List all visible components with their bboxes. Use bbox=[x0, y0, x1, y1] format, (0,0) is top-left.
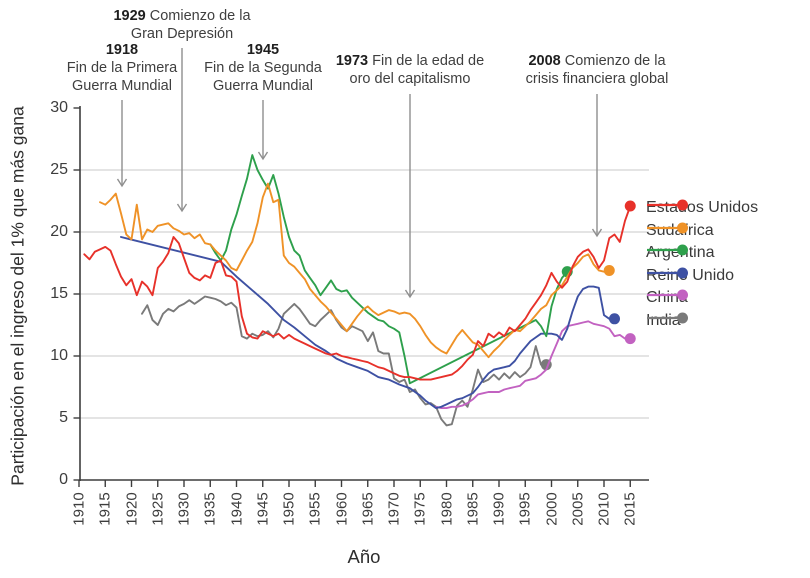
y-tick-label: 0 bbox=[59, 471, 68, 488]
legend-item-China: China bbox=[646, 288, 688, 308]
legend-item-Reino Unido: Reino Unido bbox=[646, 266, 734, 286]
x-tick-label: 1970 bbox=[385, 492, 403, 526]
x-tick-label: 1985 bbox=[464, 492, 482, 526]
legend-swatch-icon bbox=[647, 199, 688, 211]
annotation-1929: 1929 Comienzo de la Gran Depresión bbox=[113, 8, 251, 42]
x-tick-label: 1910 bbox=[70, 492, 88, 526]
series-end-dot-Estados Unidos bbox=[624, 200, 636, 212]
series-line-India bbox=[141, 295, 548, 427]
annotation-1945: 1945 Fin de la Segunda Guerra Mundial bbox=[204, 42, 322, 94]
legend-label: Reino Unido bbox=[646, 266, 735, 284]
legend-item-Argentina: Argentina bbox=[646, 243, 715, 263]
x-axis-title: Año bbox=[347, 546, 381, 567]
annotation-year: 1973 bbox=[335, 53, 369, 69]
legend-swatch-icon bbox=[647, 267, 688, 278]
annotation-year: 1929 bbox=[113, 8, 146, 24]
x-tick-label: 1955 bbox=[306, 492, 324, 526]
x-tick-label: 2010 bbox=[595, 492, 613, 526]
series-line-Reino Unido bbox=[120, 236, 616, 410]
annotation-year: 2008 bbox=[528, 53, 561, 69]
x-tick-label: 1920 bbox=[123, 492, 140, 526]
x-tick-label: 2015 bbox=[621, 492, 639, 526]
legend-item-India: India bbox=[646, 311, 688, 331]
legend-swatch-icon bbox=[647, 244, 688, 256]
annotation-arrowhead bbox=[116, 178, 128, 188]
x-tick-label: 1915 bbox=[96, 492, 114, 526]
annotation-arrowhead bbox=[591, 228, 603, 238]
legend-item-Sudáfrica: Sudáfrica bbox=[646, 221, 714, 241]
series-end-dot-China bbox=[624, 333, 636, 345]
legend-label: India bbox=[646, 311, 681, 329]
x-tick-label: 1975 bbox=[411, 492, 429, 526]
y-tick-label: 20 bbox=[50, 223, 68, 240]
annotation-year: 1945 bbox=[246, 42, 280, 58]
legend-swatch-icon bbox=[647, 289, 688, 301]
x-tick-label: 2005 bbox=[569, 492, 587, 526]
legend-swatch-icon bbox=[647, 222, 688, 233]
annotation-2008: 2008 Comienzo de la crisis financiera glo… bbox=[525, 53, 669, 87]
y-tick-label: 25 bbox=[50, 161, 68, 178]
y-axis-title: Participación en el ingreso del 1% que m… bbox=[7, 106, 28, 486]
series-line-China bbox=[435, 320, 632, 410]
series-line-Argentina bbox=[209, 154, 569, 385]
annotation-1973: 1973 Fin de la edad de oro del capitalism… bbox=[335, 53, 485, 87]
legend-label: Estados Unidos bbox=[646, 199, 759, 216]
series-end-dot-Sudáfrica bbox=[603, 264, 615, 276]
x-tick-label: 2000 bbox=[543, 492, 560, 526]
x-tick-label: 1995 bbox=[516, 492, 534, 526]
annotation-year: 1918 bbox=[105, 42, 139, 58]
y-tick-label: 30 bbox=[50, 99, 68, 116]
y-tick-label: 5 bbox=[59, 409, 68, 426]
x-tick-label: 1965 bbox=[359, 492, 377, 526]
legend-item-Estados Unidos: Estados Unidos bbox=[646, 198, 758, 218]
x-tick-label: 1930 bbox=[175, 492, 193, 526]
x-tick-label: 1950 bbox=[280, 492, 298, 526]
legend-swatch-icon bbox=[647, 312, 688, 323]
x-tick-label: 1925 bbox=[149, 492, 167, 526]
x-tick-label: 1935 bbox=[201, 492, 219, 526]
series-line-Estados Unidos bbox=[83, 205, 632, 381]
y-tick-label: 10 bbox=[50, 347, 68, 364]
annotation-arrowhead bbox=[257, 151, 269, 161]
annotation-1918: 1918 Fin de la Primera Guerra Mundial bbox=[66, 42, 178, 94]
x-tick-label: 1960 bbox=[333, 492, 350, 526]
annotation-arrowhead bbox=[176, 203, 188, 213]
series-end-dot-Reino Unido bbox=[609, 313, 620, 325]
series-line-Sudáfrica bbox=[99, 182, 611, 359]
x-tick-label: 1980 bbox=[438, 492, 455, 526]
annotation-arrowhead bbox=[404, 289, 416, 299]
x-tick-label: 1990 bbox=[490, 492, 508, 526]
x-tick-label: 1940 bbox=[228, 492, 245, 526]
x-tick-label: 1945 bbox=[254, 492, 272, 526]
y-tick-label: 15 bbox=[50, 285, 68, 302]
